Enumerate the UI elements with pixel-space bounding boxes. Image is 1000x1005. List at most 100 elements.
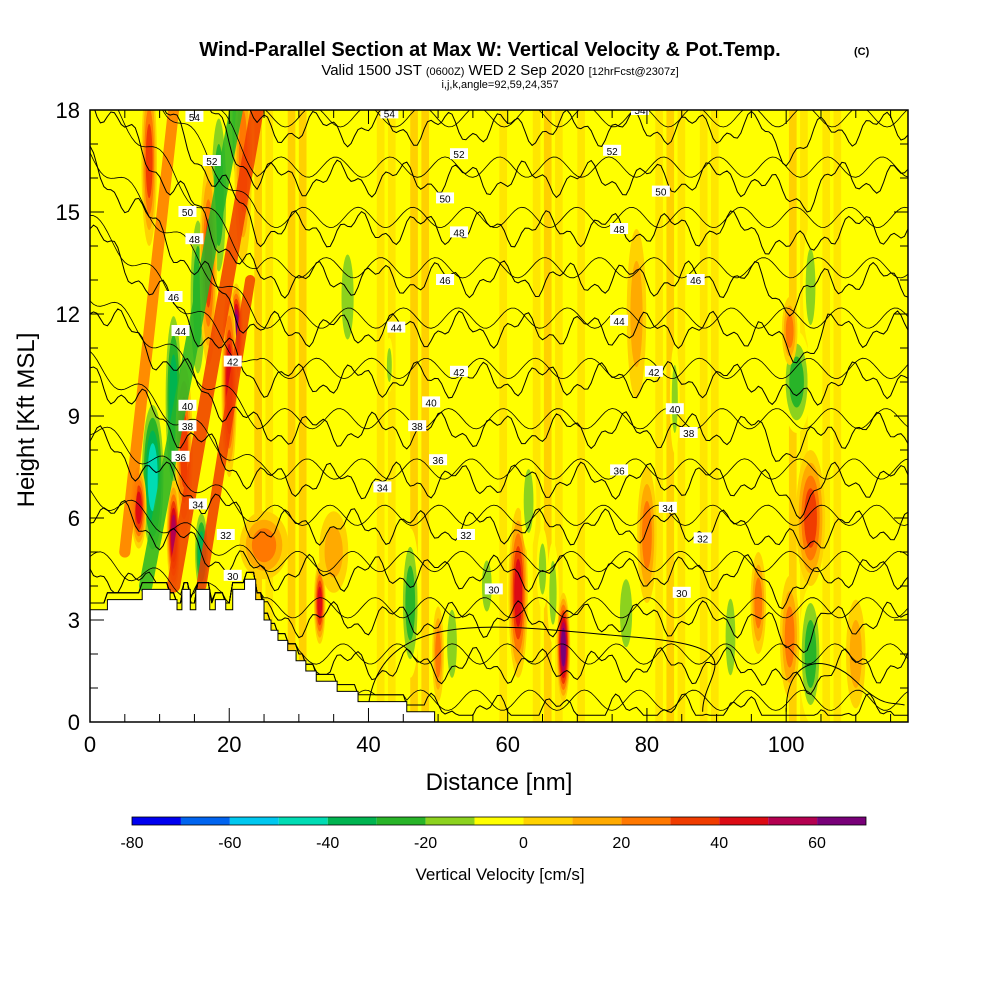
w-cell — [341, 254, 354, 340]
isentrope-line — [209, 110, 908, 213]
w-background-band — [298, 110, 307, 722]
isentrope-label: 44 — [171, 325, 190, 338]
colorbar-swatch — [132, 817, 181, 825]
isentrope-label: 54 — [630, 110, 649, 117]
svg-text:32: 32 — [460, 531, 472, 542]
w-cell — [785, 314, 794, 348]
svg-text:46: 46 — [168, 293, 180, 304]
isentrope-line — [90, 300, 908, 430]
colorbar-tick-label: 0 — [519, 835, 528, 852]
colorbar-swatch — [523, 817, 573, 825]
y-tick-label: 6 — [68, 506, 80, 531]
w-cell — [251, 528, 277, 563]
svg-text:32: 32 — [220, 531, 232, 542]
w-background-band — [265, 110, 274, 722]
colorbar-swatch — [474, 817, 524, 825]
w-cell — [135, 491, 142, 525]
w-cell — [789, 356, 804, 408]
isentrope-line — [219, 110, 908, 178]
svg-text:42: 42 — [227, 358, 239, 369]
colorbar-swatch — [180, 817, 230, 825]
w-cell — [324, 526, 343, 578]
svg-text:50: 50 — [439, 194, 451, 205]
isentrope-line — [90, 145, 908, 364]
colorbar-swatch — [229, 817, 279, 825]
isentrope-label: 32 — [693, 532, 712, 545]
isentrope-label: 30 — [672, 586, 691, 600]
isentrope-label: 46 — [436, 274, 455, 287]
w-background-band — [833, 110, 842, 722]
y-tick-label: 3 — [68, 608, 80, 633]
isentrope-line — [90, 425, 908, 550]
isentrope-label: 48 — [449, 226, 468, 239]
w-cell — [630, 260, 643, 368]
isentrope-label: 40 — [665, 403, 684, 416]
isentrope-line — [785, 663, 905, 712]
isentrope-line — [90, 308, 908, 462]
svg-text:46: 46 — [439, 276, 451, 287]
colorbar-swatch — [376, 817, 426, 825]
svg-text:54: 54 — [384, 109, 396, 120]
w-cell — [754, 577, 763, 629]
colorbar-tick-label: -60 — [218, 835, 241, 852]
colorbar-tick-label: -80 — [120, 835, 143, 852]
isentrope-label: 44 — [610, 314, 629, 328]
isentrope-line — [90, 351, 908, 480]
isentrope-label: 36 — [610, 464, 629, 477]
isentrope-line — [90, 426, 908, 526]
isentrope-label: 52 — [202, 155, 221, 168]
isentrope-label: 38 — [408, 420, 427, 433]
w-cell — [435, 630, 442, 678]
w-background-band — [655, 110, 663, 722]
w-background-band — [577, 110, 585, 722]
isentrope-line — [94, 110, 908, 317]
svg-text:34: 34 — [662, 504, 674, 515]
svg-text:36: 36 — [433, 456, 445, 467]
svg-text:44: 44 — [175, 327, 187, 338]
isentrope-line — [162, 110, 908, 229]
w-background-band — [499, 110, 508, 722]
isentrope-label: 54 — [380, 109, 399, 120]
w-cell — [523, 469, 534, 533]
svg-text:48: 48 — [189, 235, 201, 246]
isentrope-label: 36 — [171, 450, 190, 464]
isentrope-label: 40 — [422, 396, 441, 409]
w-cell — [849, 620, 862, 688]
isentrope-label: 32 — [216, 529, 235, 542]
x-tick-label: 60 — [495, 732, 519, 757]
w-background-band — [543, 110, 552, 722]
colorbar-tick-label: -20 — [414, 835, 437, 852]
svg-text:44: 44 — [391, 324, 403, 335]
isentrope-line — [90, 214, 908, 380]
isentrope-label: 42 — [644, 365, 663, 379]
svg-text:36: 36 — [175, 453, 187, 464]
w-background-band — [532, 110, 541, 722]
isentrope-line — [117, 110, 908, 279]
svg-text:50: 50 — [655, 188, 667, 199]
svg-text:44: 44 — [614, 317, 626, 328]
svg-text:30: 30 — [676, 589, 688, 600]
w-background-band — [710, 110, 719, 722]
w-cell — [671, 365, 678, 433]
y-tick-label: 9 — [68, 404, 80, 429]
isentrope-label: 42 — [223, 355, 242, 369]
isentrope-label: 44 — [387, 321, 406, 335]
isentrope-label: 38 — [178, 420, 197, 433]
svg-text:52: 52 — [206, 157, 218, 168]
w-tilted-band — [166, 110, 264, 593]
svg-text:42: 42 — [648, 368, 660, 379]
chart-parameters: i,j,k,angle=92,59,24,357 — [441, 79, 558, 91]
w-background-band — [822, 110, 831, 722]
y-axis-label: Height [Kft MSL] — [13, 333, 40, 508]
chart-title: Wind-Parallel Section at Max W: Vertical… — [199, 39, 780, 61]
w-cell — [145, 123, 153, 199]
isentrope-label: 30 — [223, 569, 242, 583]
w-cell — [784, 606, 795, 668]
isentrope-label: 50 — [178, 206, 197, 219]
w-cell — [405, 565, 416, 641]
w-tilted-band — [139, 110, 243, 593]
w-cell — [642, 501, 652, 569]
w-background-band — [387, 110, 396, 722]
w-background-band — [376, 110, 385, 722]
colorbar-swatch — [621, 817, 671, 825]
